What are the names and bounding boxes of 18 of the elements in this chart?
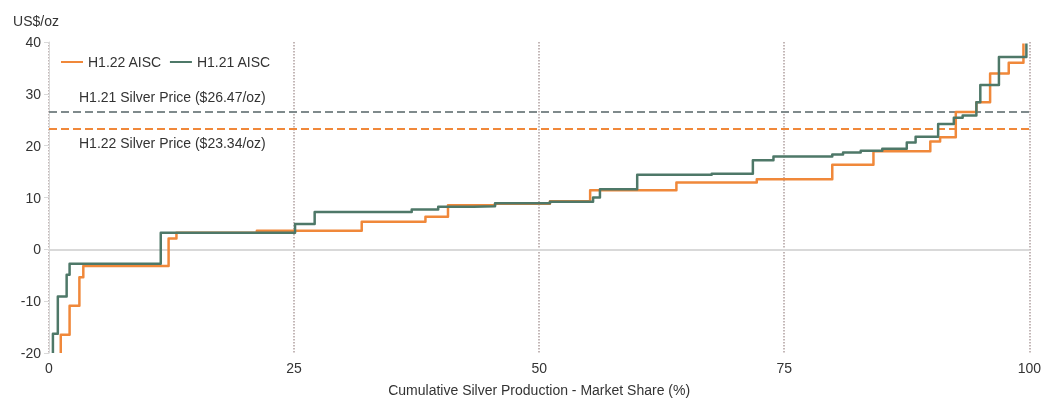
legend-label: H1.22 AISC xyxy=(88,54,162,70)
x-tick-label: 50 xyxy=(531,360,548,376)
x-tick-label: 100 xyxy=(1017,360,1042,376)
y-tick-label: 0 xyxy=(33,241,42,258)
y-tick-label: -10 xyxy=(20,293,42,310)
ref-line-label: H1.21 Silver Price ($26.47/oz) xyxy=(79,89,266,106)
y-tick-label: 30 xyxy=(25,85,42,102)
y-tick-label: 20 xyxy=(25,137,42,154)
y-axis-title: US$/oz xyxy=(13,13,59,29)
x-tick-label: 25 xyxy=(286,360,303,376)
x-tick-label: 0 xyxy=(45,360,54,376)
y-tick-label: 40 xyxy=(25,34,42,50)
legend-label: H1.21 AISC xyxy=(196,54,271,70)
ref-line-label: H1.22 Silver Price ($23.34/oz) xyxy=(79,135,266,152)
x-tick-label: 75 xyxy=(776,360,793,376)
x-axis-title: Cumulative Silver Production - Market Share (%) xyxy=(388,382,691,398)
y-tick-label: -20 xyxy=(20,345,42,361)
y-tick-label: 10 xyxy=(25,189,42,206)
